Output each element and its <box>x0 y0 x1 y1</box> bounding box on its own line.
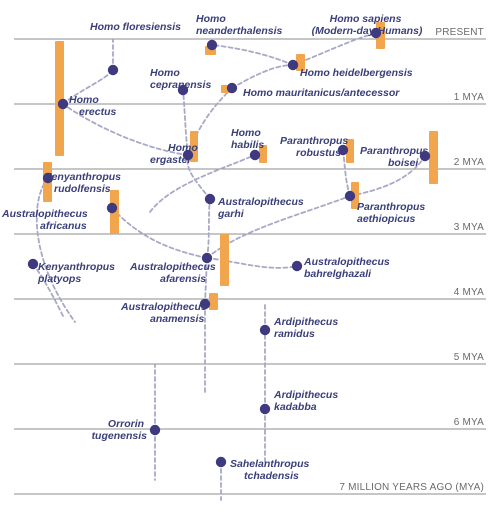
time-gridlines <box>14 38 486 495</box>
label-ardipithecus-kadabba: Ardipithecus kadabba <box>273 389 341 413</box>
node-sahelanthropus-tchadensis <box>215 456 227 468</box>
node-kenyanthropus-platyops <box>27 258 39 270</box>
branch-rudolfensis-lower <box>35 177 76 323</box>
duration-bar-homo-erectus <box>55 41 64 156</box>
branch-lines <box>32 32 426 501</box>
node-ardipithecus-kadabba <box>259 403 271 415</box>
branch-heidelbergensis-sapiens <box>292 32 377 66</box>
branch-platyops <box>32 263 65 319</box>
node-homo-heidelbergensis <box>287 59 299 71</box>
label-australopithecus-bahrelghazali: Australopithecus bahrelghazali <box>303 256 393 280</box>
branch-garhi-ergaster <box>186 154 211 200</box>
label-orrorin-tugenensis: Orrorin tugenensis <box>92 418 148 442</box>
node-homo-cepranensis <box>177 84 189 96</box>
label-paranthropus-aethiopicus: Paranthropus aethiopicus <box>357 201 428 225</box>
label-sahelanthropus-tchadensis: Sahelanthropus tchadensis <box>230 458 312 482</box>
node-australopithecus-garhi <box>204 193 216 205</box>
branch-afarensis-africanus <box>111 207 208 259</box>
time-label-5mya: 5 MYA <box>454 352 484 363</box>
duration-bar-paranthropus-robustus <box>346 139 354 163</box>
node-homo-ergaster <box>182 149 194 161</box>
duration-bar-homo-heidelbergensis <box>296 54 305 71</box>
node-homo-mauritanicus <box>226 82 238 94</box>
label-homo-erectus: Homo erectus <box>69 94 117 118</box>
node-australopithecus-anamensis <box>199 298 211 310</box>
label-homo-cepranensis: Homo cepranensis <box>150 67 211 91</box>
node-paranthropus-aethiopicus <box>344 190 356 202</box>
node-australopithecus-bahrelghazali <box>291 260 303 272</box>
node-australopithecus-africanus <box>106 202 118 214</box>
label-australopithecus-afarensis: Australopithecus afarensis <box>129 261 219 285</box>
node-paranthropus-boisei <box>419 150 431 162</box>
label-kenyanthropus-platyops: Kenyanthropus platyops <box>37 261 118 285</box>
label-homo-mauritanicus: Homo mauritanicus/antecessor <box>243 87 400 99</box>
time-label-present: PRESENT <box>435 27 484 38</box>
branch-heidelbergensis-neanderthalensis <box>211 44 294 66</box>
branch-afarensis-garhi <box>206 198 211 259</box>
time-label-4mya: 4 MYA <box>454 287 484 298</box>
label-homo-floresiensis: Homo floresiensis <box>90 21 181 33</box>
label-homo-sapiens: Homo sapiens (Modern-day Humans) <box>312 13 423 37</box>
node-kenyanthropus-rudolfensis <box>42 172 54 184</box>
time-label-7mya: 7 MILLION YEARS AGO (MYA) <box>339 482 484 493</box>
node-australopithecus-afarensis <box>201 252 213 264</box>
label-paranthropus-boisei: Paranthropus boisei <box>360 145 431 169</box>
branch-anamensis-afarensis <box>204 257 208 305</box>
branch-ergaster-cepranensis <box>182 89 189 156</box>
label-kenyanthropus-rudolfensis: Kenyanthropus rudolfensis <box>44 171 124 195</box>
branch-habilis-lower <box>149 154 256 213</box>
label-australopithecus-garhi: Australopithecus garhi <box>217 196 307 220</box>
node-homo-floresiensis <box>107 64 119 76</box>
label-homo-heidelbergensis: Homo heidelbergensis <box>300 67 413 79</box>
duration-bar-paranthropus-boisei <box>429 131 438 184</box>
branch-ergaster-erectus <box>62 103 189 156</box>
species-nodes <box>27 27 431 468</box>
branch-afarensis-bahrelghazali <box>206 257 298 269</box>
node-ardipithecus-ramidus <box>259 324 271 336</box>
node-orrorin-tugenensis <box>149 424 161 436</box>
node-homo-habilis <box>249 149 261 161</box>
time-label-2mya: 2 MYA <box>454 157 484 168</box>
time-label-1mya: 1 MYA <box>454 92 484 103</box>
time-label-3mya: 3 MYA <box>454 222 484 233</box>
duration-bar-homo-habilis <box>259 145 267 163</box>
node-homo-erectus <box>57 98 69 110</box>
branch-afarensis-aethiopicus <box>206 195 351 259</box>
label-homo-neanderthalensis: Homo neanderthalensis <box>196 13 283 37</box>
time-labels: PRESENT 1 MYA 2 MYA 3 MYA 4 MYA 5 MYA 6 … <box>339 27 484 493</box>
duration-bar-australopithecus-afarensis <box>220 234 229 286</box>
time-label-6mya: 6 MYA <box>454 417 484 428</box>
species-labels: Homo floresiensis Homo neanderthalensis … <box>1 13 431 482</box>
label-australopithecus-africanus: Australopithecus africanus <box>1 208 91 232</box>
node-paranthropus-robustus <box>337 144 349 156</box>
label-ardipithecus-ramidus: Ardipithecus ramidus <box>273 316 341 340</box>
node-homo-neanderthalensis <box>206 39 218 51</box>
label-paranthropus-robustus: Paranthropus robustus <box>280 135 351 159</box>
label-australopithecus-anamensis: Australopithecus anamensis <box>120 301 210 325</box>
branch-mauritanicus-heidelbergensis <box>231 64 294 89</box>
label-homo-ergaster: Homo ergaster <box>150 142 201 166</box>
node-homo-sapiens <box>370 27 382 39</box>
label-homo-habilis: Homo habilis <box>231 127 264 151</box>
duration-bar-australopithecus-anamensis <box>209 293 218 310</box>
